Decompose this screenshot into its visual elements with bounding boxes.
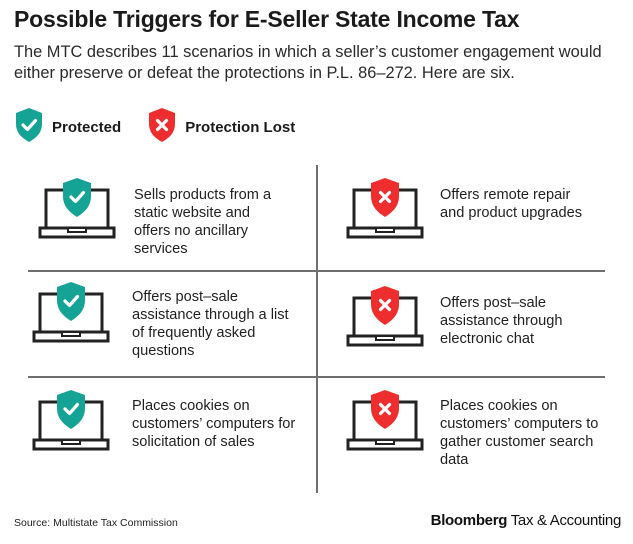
brand-logo: Bloomberg Tax & Accounting (430, 512, 622, 529)
brand-name: Bloomberg (430, 512, 508, 529)
legend: Protected Protection Lost (14, 107, 321, 148)
laptop-shield-check-icon (32, 280, 112, 346)
shield-check-icon (14, 107, 44, 148)
row-divider (28, 270, 605, 272)
laptop-shield-x-icon (346, 176, 426, 242)
scenario-lost-1: Offers remote repair and product upgrade… (346, 176, 590, 242)
brand-suffix: Tax & Accounting (507, 512, 622, 529)
laptop-shield-x-icon (346, 284, 426, 350)
page-subtitle: The MTC describes 11 scenarios in which … (14, 43, 602, 82)
scenario-text: Places cookies on customers’ computers f… (132, 398, 296, 450)
scenario-lost-3: Places cookies on customers’ computers t… (346, 388, 600, 469)
legend-item-protected: Protected (14, 107, 121, 148)
source-note: Source: Multistate Tax Commission (14, 517, 178, 529)
legend-label-protection-lost: Protection Lost (185, 119, 296, 136)
scenario-text: Offers post–sale assistance through a li… (132, 289, 289, 359)
legend-item-protection-lost: Protection Lost (147, 107, 295, 148)
legend-label-protected: Protected (52, 119, 122, 136)
scenario-protected-1: Sells products from a static website and… (38, 176, 284, 258)
row-divider (28, 376, 605, 378)
page-title: Possible Triggers for E-Seller State Inc… (14, 6, 520, 32)
shield-x-icon (147, 107, 177, 148)
scenario-text: Sells products from a static website and… (134, 187, 272, 257)
scenario-text: Places cookies on customers’ computers t… (440, 398, 599, 468)
laptop-shield-check-icon (32, 388, 112, 454)
column-divider (316, 165, 318, 493)
laptop-shield-x-icon (346, 388, 426, 454)
scenario-protected-2: Offers post–sale assistance through a li… (32, 280, 292, 360)
scenario-text: Offers post–sale assistance through elec… (440, 295, 563, 347)
scenario-text: Offers remote repair and product upgrade… (440, 187, 582, 221)
scenario-protected-3: Places cookies on customers’ computers f… (32, 388, 302, 454)
laptop-shield-check-icon (38, 176, 118, 242)
scenario-lost-2: Offers post–sale assistance through elec… (346, 284, 590, 350)
